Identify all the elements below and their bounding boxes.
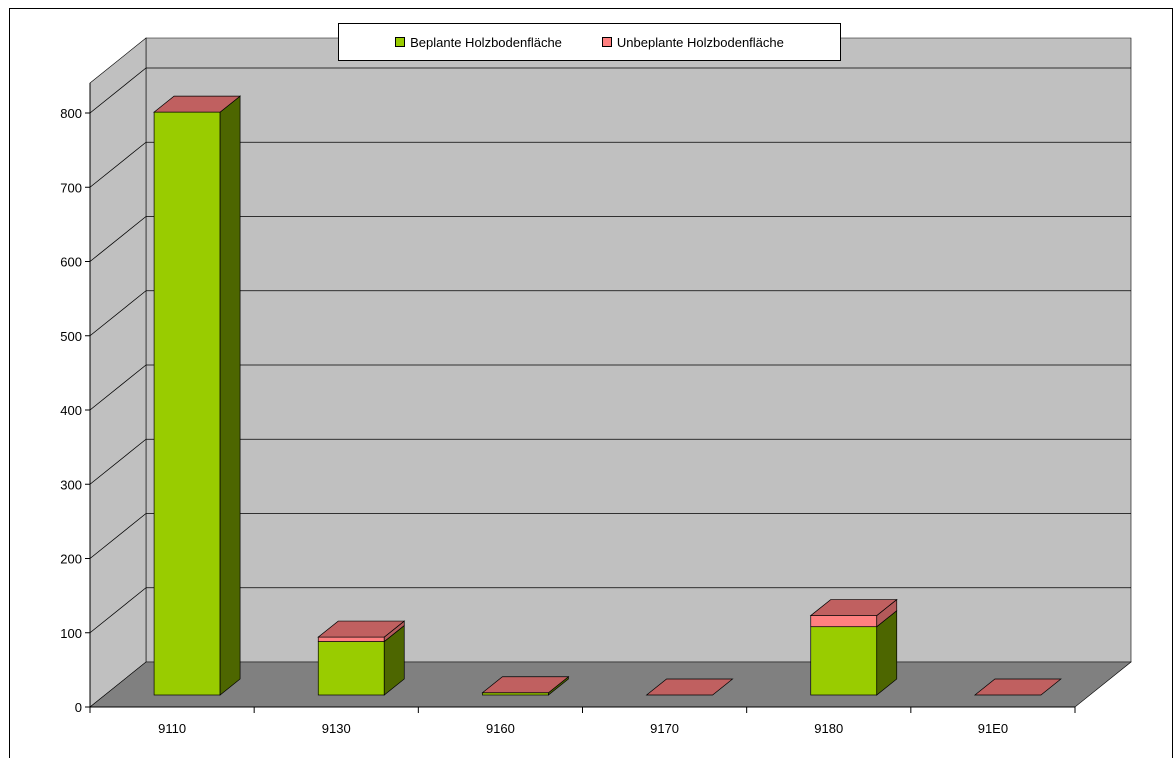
y-tick-label: 300 xyxy=(60,477,82,492)
gridline-side xyxy=(89,364,147,411)
x-tick-label: 9180 xyxy=(814,721,843,736)
gridline-side xyxy=(89,141,147,188)
legend-item-beplante: Beplante Holzbodenfläche xyxy=(395,35,562,50)
gridline-side xyxy=(89,438,147,485)
bar-top xyxy=(973,678,1062,696)
gridline-side xyxy=(89,67,147,114)
y-tick-label: 800 xyxy=(60,106,82,121)
bar-unbeplante xyxy=(317,636,385,642)
bar-beplante xyxy=(317,641,385,696)
legend-label-unbeplante: Unbeplante Holzbodenfläche xyxy=(616,34,784,50)
chart-frame xyxy=(9,8,1173,758)
floor xyxy=(89,661,1132,708)
x-tick-label: 9110 xyxy=(158,721,186,736)
bar-beplante xyxy=(153,111,221,696)
legend-swatch-unbeplante xyxy=(601,37,612,47)
side-wall xyxy=(89,37,147,708)
legend-swatch-beplante xyxy=(395,37,406,47)
legend-item-unbeplante: Unbeplante Holzbodenfläche xyxy=(601,34,784,50)
y-tick-label: 600 xyxy=(60,255,82,270)
gridline-side xyxy=(89,216,147,262)
gridline-side xyxy=(89,587,147,634)
legend-label-beplante: Beplante Holzbodenfläche xyxy=(410,34,562,50)
x-tick-label: 9160 xyxy=(486,721,515,736)
gridline-side xyxy=(89,290,147,337)
gridline-side xyxy=(89,513,147,559)
bar-top xyxy=(809,599,898,616)
bar-top xyxy=(645,678,734,696)
bar-top xyxy=(153,95,242,113)
y-tick-label: 200 xyxy=(60,552,82,567)
y-tick-label: 0 xyxy=(75,700,82,715)
bar-side-beplante xyxy=(219,95,241,696)
x-tick-label: 9130 xyxy=(322,721,351,736)
bar-unbeplante xyxy=(810,615,878,628)
x-tick-label: 9170 xyxy=(650,721,679,736)
bar-top xyxy=(481,676,570,694)
bar-top xyxy=(317,620,406,638)
chart-legend: Beplante Holzbodenfläche Unbeplante Holz… xyxy=(338,23,841,61)
y-tick-label: 100 xyxy=(60,626,82,641)
y-tick-label: 400 xyxy=(60,403,82,418)
back-wall xyxy=(145,37,1132,663)
y-tick-label: 700 xyxy=(60,180,82,195)
bar-beplante xyxy=(810,626,878,696)
x-tick-label: 91E0 xyxy=(978,721,1008,736)
y-tick-label: 500 xyxy=(60,329,82,344)
